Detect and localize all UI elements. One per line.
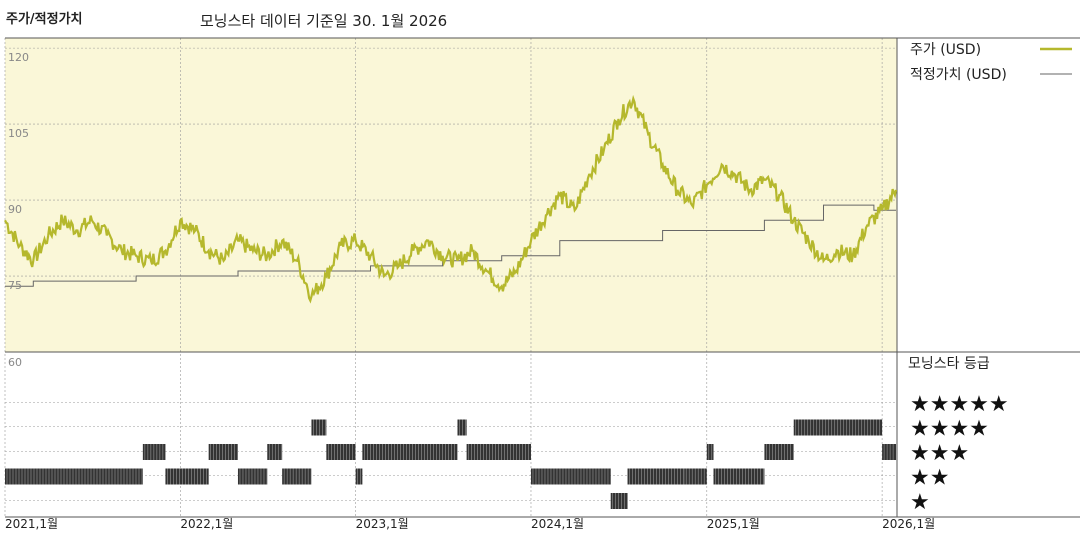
star-level-5: ★★★★★: [910, 392, 1009, 417]
rating-bar-fill: [237, 468, 268, 485]
rating-bar-fill: [706, 444, 714, 460]
fair-value-line: [5, 204, 896, 287]
rating-bar-2-star: [282, 468, 312, 485]
rating-bar-3-star: [764, 444, 794, 460]
rating-bar-2-star: [627, 468, 685, 485]
rating-bar-2-star: [684, 468, 707, 485]
y-tick-label: 75: [8, 279, 22, 292]
rating-bar-3-star: [362, 444, 458, 460]
rating-bar-fill: [713, 468, 765, 485]
legend-fair-value-label: 적정가치 (USD): [910, 67, 1007, 83]
price-plot-background: [5, 38, 897, 352]
rating-bar-3-star: [142, 444, 166, 460]
rating-bar-fill: [362, 444, 458, 460]
y-tick-label: 90: [8, 203, 22, 216]
rating-bar-4-star: [311, 419, 327, 436]
rating-bar-3-star: [326, 444, 356, 460]
data-date-label: 모닝스타 데이터 기준일 30. 1월 2026: [200, 12, 448, 30]
x-tick-label: 2024,1월: [531, 517, 584, 531]
rating-bars: [5, 419, 897, 509]
rating-bar-fill: [326, 444, 356, 460]
rating-bar-2-star: [5, 468, 143, 485]
rating-bar-3-star: [208, 444, 238, 460]
rating-bar-3-star: [267, 444, 283, 460]
rating-bar-fill: [282, 468, 312, 485]
star-level-4: ★★★★: [910, 417, 989, 442]
rating-bar-fill: [208, 444, 238, 460]
rating-y-tick-label: 60: [8, 356, 22, 369]
rating-bar-3-star: [882, 444, 897, 460]
x-tick-label: 2021,1월: [5, 517, 58, 531]
star-level-2: ★★: [910, 466, 949, 491]
rating-bar-2-star: [713, 468, 765, 485]
rating-bar-2-star: [530, 468, 611, 485]
chart-title: 주가/적정가치: [6, 12, 83, 27]
rating-bar-2-star: [355, 468, 363, 485]
rating-bar-fill: [764, 444, 794, 460]
axis-ticks: 120 105 90 75 2021,1월 2022,1월 2023,1월 2024,1월 20…: [5, 51, 935, 531]
rating-legend-title: 모닝스타 등급: [908, 356, 990, 372]
star-rating-legend: ★★★★★★★★★★★★★★★: [910, 392, 1009, 515]
x-tick-label: 2022,1월: [180, 517, 233, 531]
price-line: [4, 94, 898, 304]
rating-bar-fill: [627, 468, 685, 485]
chart-frame: [5, 37, 1080, 518]
legend-price-label: 주가 (USD): [910, 42, 981, 58]
rating-bar-1-star: [610, 493, 628, 509]
rating-bar-fill: [355, 468, 363, 485]
y-tick-label: 120: [8, 51, 29, 64]
rating-bar-4-star: [457, 419, 467, 436]
rating-bar-fill: [882, 444, 897, 460]
rating-bar-3-star: [706, 444, 714, 460]
x-tick-label: 2026,1월: [882, 517, 935, 531]
rating-bar-fill: [5, 468, 143, 485]
rating-bar-4-star: [793, 419, 883, 436]
y-tick-label: 105: [8, 127, 29, 140]
rating-bar-2-star: [165, 468, 209, 485]
star-level-3: ★★★: [910, 441, 969, 466]
star-level-1: ★: [910, 490, 930, 515]
rating-bar-2-star: [237, 468, 268, 485]
rating-bar-3-star: [466, 444, 531, 460]
x-tick-label: 2025,1월: [707, 517, 760, 531]
x-tick-label: 2023,1월: [356, 517, 409, 531]
rating-bar-fill: [610, 493, 628, 509]
rating-bar-fill: [165, 468, 209, 485]
rating-bar-fill: [457, 419, 467, 436]
